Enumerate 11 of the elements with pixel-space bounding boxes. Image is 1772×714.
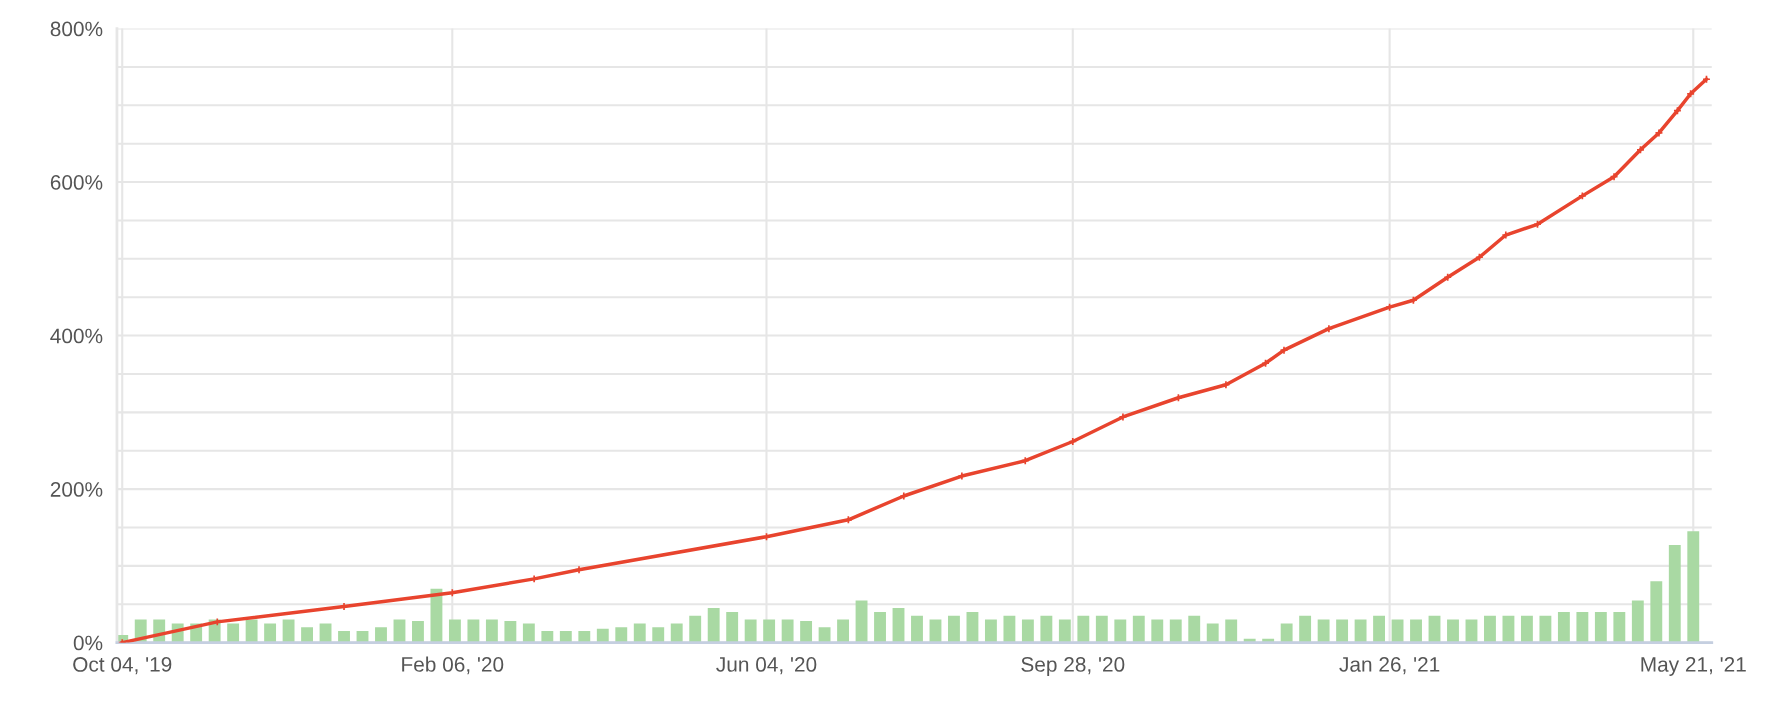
y-tick-label: 800% xyxy=(50,21,103,37)
y-tick-label: 600% xyxy=(50,175,103,190)
x-tick-label: Jun 04, '20 xyxy=(716,657,817,675)
x-tick-label: Jan 26, '21 xyxy=(1339,657,1440,675)
x-tick-label: Sep 28, '20 xyxy=(1021,657,1125,676)
x-tick-label: Feb 06, '20 xyxy=(402,656,504,675)
y-tick-label: 200% xyxy=(50,482,103,497)
y-tick-label: 0% xyxy=(73,635,103,651)
x-tick-label: Oct 04, '19 xyxy=(73,657,172,675)
y-tick-label: 400% xyxy=(50,328,103,344)
x-tick-label: May 21, '21 xyxy=(1641,657,1746,676)
